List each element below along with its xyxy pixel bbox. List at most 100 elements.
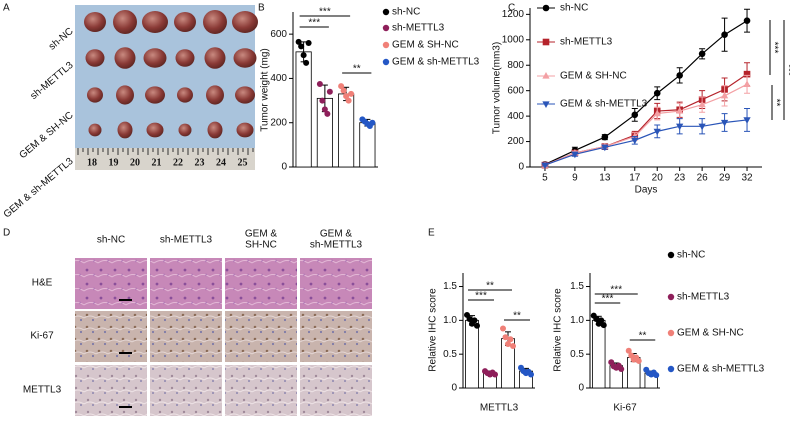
ruler-number: 22 [173,157,183,168]
column-header: SH-NC [245,240,277,251]
data-point [593,316,600,322]
ihc-image [225,258,297,309]
row-label: sh-METTL3 [29,60,76,102]
data-point [631,137,639,145]
significance: ** [639,331,647,342]
tumor [174,12,196,32]
y-tick-label: 0 [518,162,524,173]
y-tick-label: 400 [507,111,524,122]
data-point [721,31,728,39]
data-point [300,52,307,59]
series-line [544,119,748,166]
y-tick-label: 1000 [502,34,525,45]
y-tick-label: 200 [507,136,524,147]
data-point [319,97,326,104]
significance: *** [319,7,331,18]
tumor [143,48,167,68]
ruler-number: 18 [87,157,97,168]
ihc-image [300,365,372,416]
tumor [175,49,195,67]
x-tick-label: 32 [741,173,753,184]
y-axis-label: Relative IHC score [553,288,564,372]
tumor [177,87,193,103]
panel-label: B [258,3,265,14]
tumor [142,11,168,33]
x-tick-label: 5 [542,173,548,184]
tumor [206,85,224,105]
legend-label: GEM & SH-NC [560,71,627,82]
legend-marker [542,38,550,46]
legend-label: GEM & SH-NC [392,40,459,51]
legend-marker [382,41,390,49]
row-label: GEM & SH-NC [17,110,75,161]
data-point [618,366,625,373]
data-point [324,110,331,117]
data-point [653,109,661,117]
y-axis-label: Tumor volume(mm3) [492,42,503,134]
data-point [743,80,751,87]
x-tick-label: 23 [674,173,686,184]
y-tick-label: 600 [270,29,287,40]
tumor [236,122,254,138]
data-point [502,334,509,341]
data-point [326,88,333,95]
data-point [492,371,498,378]
significance: ** [486,281,494,292]
panel-label: A [3,3,10,14]
significance: ** [353,64,361,75]
tumor-photo [75,5,255,170]
legend-label: GEM & sh-METTL3 [677,364,765,375]
significance: *** [782,64,790,76]
y-tick-label: 1.0 [570,315,584,326]
data-point [653,128,661,136]
tumor [145,86,165,104]
legend-label: sh-NC [677,250,705,261]
data-point [321,106,328,113]
ruler-number: 20 [130,157,140,168]
ihc-image [150,311,222,362]
data-point [348,90,355,97]
data-point [653,89,661,97]
x-axis-label: Ki-67 [613,403,637,414]
x-tick-label: 20 [652,173,664,184]
legend-marker [667,365,675,373]
legend-marker [667,251,675,259]
data-point [631,111,639,119]
data-point [528,371,534,378]
data-point [571,151,579,159]
bar [592,319,606,389]
data-point [625,347,632,354]
y-tick-label: 0.5 [443,349,457,360]
data-point [601,133,609,141]
data-point [720,91,729,99]
legend-label: sh-METTL3 [392,23,445,34]
tumor [204,47,226,69]
y-axis-label: Tumor weight (mg) [260,48,271,132]
significance: *** [602,294,614,305]
y-axis-label: Relative IHC score [428,288,439,372]
y-tick-label: 0 [451,383,457,394]
data-point [676,123,684,131]
data-point [743,17,751,25]
column-header: GEM & [245,229,278,240]
data-point [698,123,706,131]
column-header: sh-NC [97,235,125,246]
x-tick-label: 13 [599,173,611,184]
tumor [113,10,137,34]
row-label: Ki-67 [30,331,54,342]
ihc-image [225,365,297,416]
significance: *** [610,285,622,296]
legend-label: sh-NC [560,3,588,14]
data-point [743,117,751,124]
data-point [598,317,605,324]
ihc-image [75,258,147,309]
ihc-image [75,311,147,362]
bar [295,51,312,168]
legend-label: GEM & sh-METTL3 [392,57,480,68]
data-point [298,43,305,50]
legend-marker [382,24,390,32]
bar [338,93,355,168]
column-header: sh-METTL3 [310,240,363,251]
ruler-number: 25 [238,157,248,168]
legend-marker [542,4,550,12]
